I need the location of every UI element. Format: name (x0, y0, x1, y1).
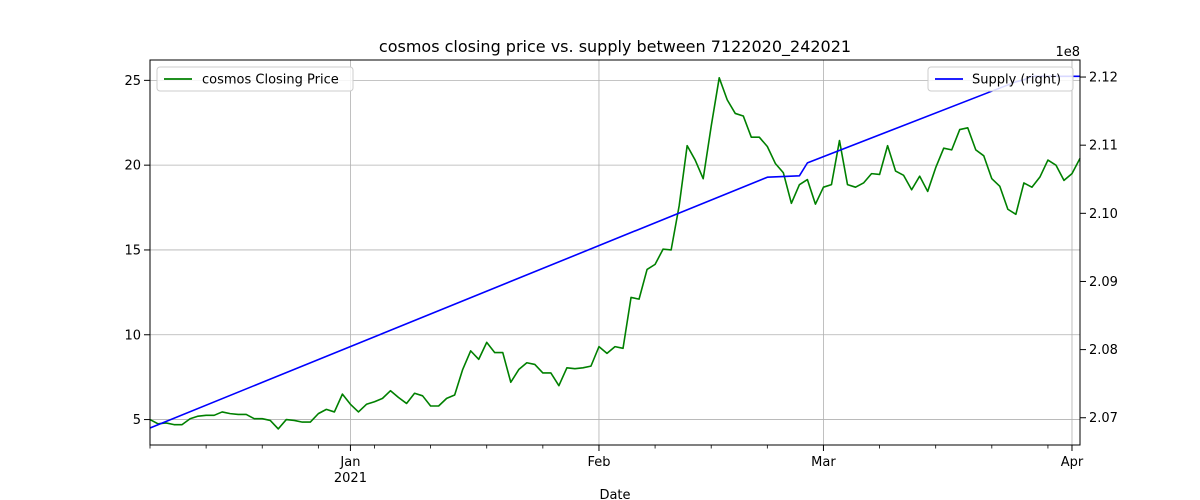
x-tick-label: Apr (1061, 455, 1084, 470)
x-tick-label: Mar (811, 455, 836, 470)
y-right-tick-label: 2.12 (1089, 71, 1118, 86)
legend-left: cosmos Closing Price (156, 66, 354, 92)
right-axis-multiplier: 1e8 (1055, 45, 1080, 60)
legend-right: Supply (right) (927, 66, 1074, 92)
y-left-tick-label: 25 (124, 74, 141, 89)
x-tick-sublabel: 2021 (334, 471, 367, 486)
y-right-tick-label: 2.10 (1089, 207, 1118, 222)
x-axis-label: Date (599, 488, 630, 500)
legend-left-box (156, 66, 354, 92)
y-left-tick-label: 20 (124, 159, 141, 174)
y-right-tick-label: 2.08 (1089, 343, 1118, 358)
y-left-tick-label: 5 (133, 413, 141, 428)
legend-right-box (927, 66, 1074, 92)
y-right-tick-label: 2.11 (1089, 139, 1118, 154)
plot-frame (149, 59, 1081, 446)
chart-title: cosmos closing price vs. supply between … (379, 37, 851, 57)
y-left-tick-label: 10 (124, 328, 141, 343)
legend-label-closing-price: cosmos Closing Price (202, 73, 339, 88)
x-tick-label: Feb (587, 455, 610, 470)
y-right-tick-label: 2.07 (1089, 411, 1118, 426)
x-tick-label: Jan (339, 455, 360, 470)
y-left-tick-label: 15 (124, 243, 141, 258)
y-right-tick-label: 2.09 (1089, 275, 1118, 290)
series-line-closing-price (149, 77, 1081, 430)
legend-label-supply: Supply (right) (972, 73, 1061, 88)
